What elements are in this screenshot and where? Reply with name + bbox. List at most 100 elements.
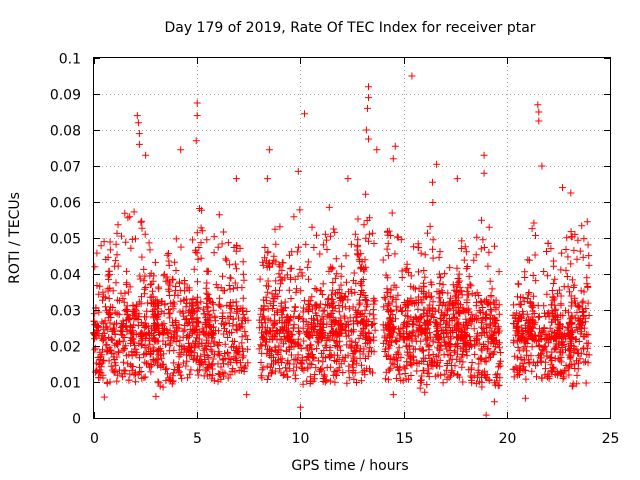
data-point <box>528 367 536 375</box>
data-point <box>229 285 237 293</box>
data-points <box>90 72 593 419</box>
data-point <box>101 293 109 301</box>
data-point <box>113 229 121 237</box>
data-point <box>169 298 177 306</box>
data-point <box>339 369 347 376</box>
data-point <box>384 301 392 309</box>
data-point <box>420 347 427 355</box>
data-point <box>240 352 248 360</box>
data-point <box>276 223 284 231</box>
data-point <box>215 301 223 309</box>
data-point <box>485 376 493 384</box>
data-point <box>474 373 481 381</box>
x-tick-label: 25 <box>602 431 620 447</box>
data-point <box>108 336 116 344</box>
data-point <box>580 235 588 243</box>
y-tick-label: 0.08 <box>50 124 81 140</box>
data-point <box>105 311 113 318</box>
data-point <box>127 244 135 252</box>
data-point <box>225 282 233 289</box>
data-point <box>145 239 153 247</box>
data-point <box>436 290 444 298</box>
data-point <box>285 286 293 294</box>
data-point <box>275 270 283 278</box>
data-point <box>473 233 481 241</box>
data-point <box>425 289 433 297</box>
data-point <box>520 298 528 306</box>
data-point <box>290 360 298 368</box>
data-point <box>117 330 125 338</box>
data-point <box>453 264 461 272</box>
data-point <box>153 361 161 369</box>
data-point <box>538 162 546 170</box>
data-point <box>212 281 220 289</box>
data-point <box>363 302 370 310</box>
data-point <box>405 301 413 309</box>
data-point <box>397 308 405 315</box>
data-point <box>566 288 573 296</box>
data-point <box>224 360 232 368</box>
data-point <box>127 330 135 338</box>
data-point <box>450 306 458 314</box>
data-point <box>302 240 310 248</box>
data-point <box>198 227 206 235</box>
data-point <box>158 297 166 305</box>
data-point <box>271 225 279 233</box>
data-point <box>239 310 247 318</box>
data-point <box>584 241 592 249</box>
data-point <box>95 308 103 316</box>
data-point <box>263 175 271 183</box>
data-point <box>112 279 120 287</box>
data-point <box>342 292 350 300</box>
data-point <box>294 351 302 359</box>
data-point <box>384 240 392 248</box>
data-point <box>462 331 470 339</box>
data-point <box>194 331 202 339</box>
data-point <box>421 273 429 281</box>
data-point <box>559 375 567 383</box>
data-point <box>361 306 369 314</box>
data-point <box>194 278 201 286</box>
data-point <box>583 351 591 358</box>
data-point <box>239 270 247 278</box>
data-point <box>543 290 551 298</box>
data-point <box>126 370 134 378</box>
data-point <box>348 337 356 345</box>
data-point <box>105 295 113 302</box>
data-point <box>266 363 274 371</box>
data-point <box>322 301 330 308</box>
data-point <box>423 381 431 389</box>
data-point <box>113 251 121 259</box>
data-point <box>584 299 592 307</box>
data-point <box>472 251 480 259</box>
data-point <box>365 94 372 102</box>
data-point <box>477 245 485 253</box>
data-point <box>585 252 593 260</box>
data-point <box>463 352 471 360</box>
data-point <box>290 321 298 329</box>
data-point <box>490 398 498 406</box>
data-point <box>537 354 545 362</box>
data-point <box>362 340 370 348</box>
data-point <box>293 248 301 256</box>
data-point <box>137 218 145 226</box>
data-point <box>308 361 316 368</box>
data-point <box>530 292 538 300</box>
data-point <box>428 281 436 289</box>
data-point <box>130 321 138 329</box>
data-point <box>136 354 143 362</box>
data-point <box>332 255 340 263</box>
data-point <box>269 324 277 332</box>
data-point <box>282 325 290 333</box>
data-point <box>104 287 112 295</box>
data-point <box>370 240 378 247</box>
data-point <box>513 309 521 317</box>
data-point <box>169 305 177 313</box>
data-point <box>227 302 235 310</box>
data-point <box>548 307 556 315</box>
data-point <box>521 274 529 281</box>
data-point <box>370 319 378 327</box>
data-point <box>169 377 177 385</box>
data-point <box>354 215 362 223</box>
data-point <box>105 334 113 341</box>
